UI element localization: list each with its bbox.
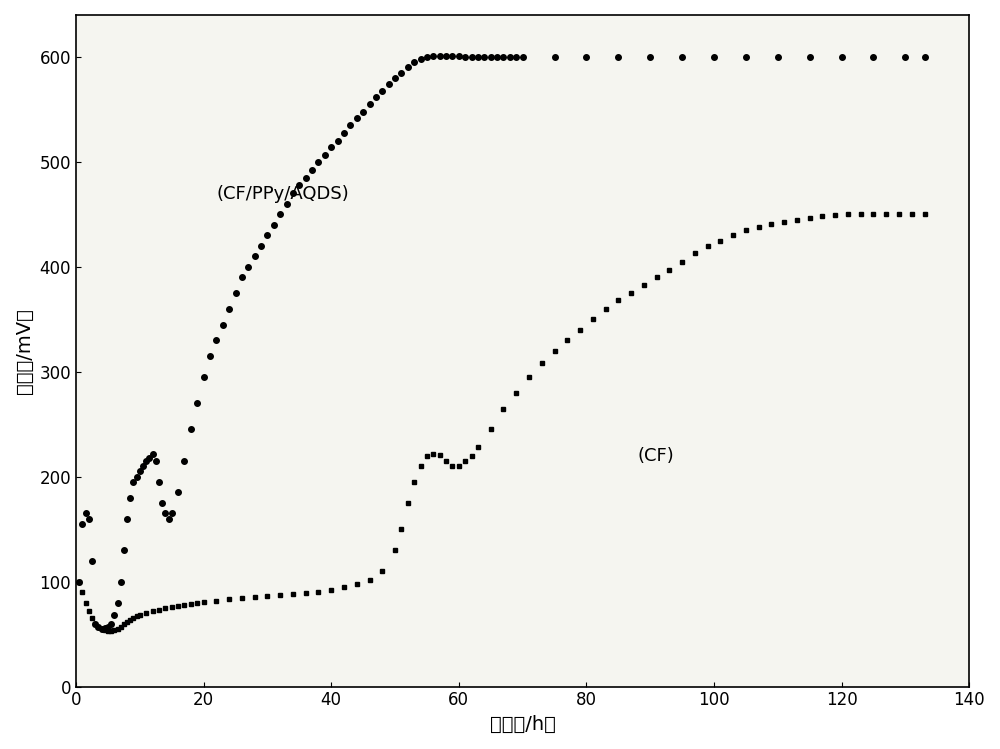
- Y-axis label: （电压/mV）: （电压/mV）: [15, 308, 34, 394]
- Text: (CF): (CF): [637, 447, 674, 465]
- Text: (CF/PPy/AQDS): (CF/PPy/AQDS): [216, 185, 349, 203]
- X-axis label: （时间/h）: （时间/h）: [490, 715, 556, 734]
